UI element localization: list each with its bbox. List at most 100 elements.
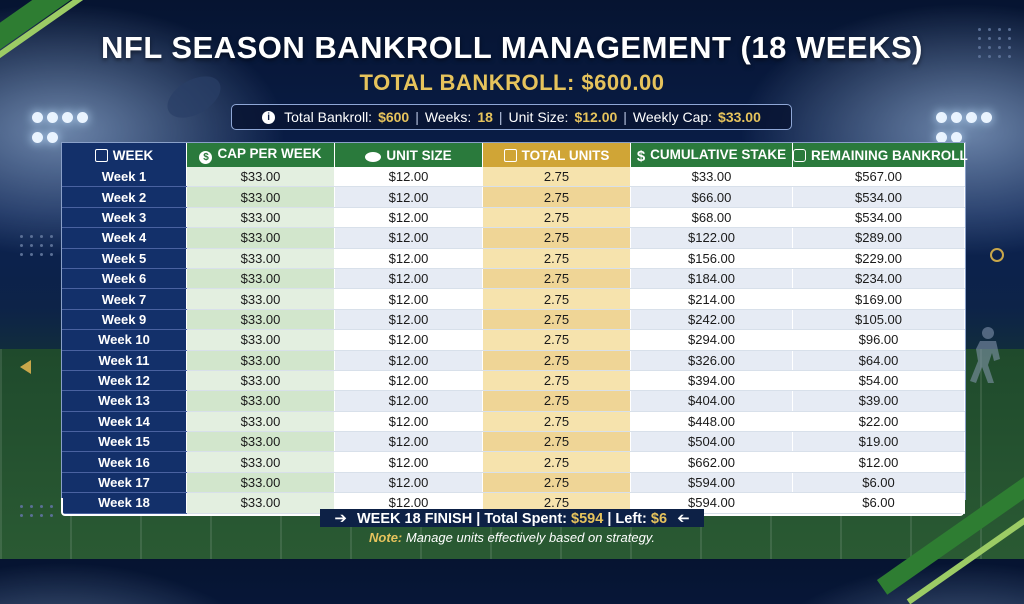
- finish-summary: ➔ WEEK 18 FINISH | Total Spent: $594 | L…: [0, 509, 1024, 527]
- finish-summary-box: ➔ WEEK 18 FINISH | Total Spent: $594 | L…: [320, 509, 703, 527]
- week-cell: Week 6: [62, 268, 187, 288]
- cumulative-stake-cell: $662.00: [631, 452, 793, 472]
- unit-size-cell: $12.00: [335, 289, 483, 309]
- cap-cell: $33.00: [187, 391, 335, 411]
- week-cell: Week 5: [62, 248, 187, 268]
- summary-label: Weekly Cap:: [633, 109, 712, 125]
- cap-cell: $33.00: [187, 411, 335, 431]
- summary-value: 18: [477, 109, 493, 125]
- column-header-label: REMAINING BANKROLL: [811, 148, 968, 163]
- table-row: Week 15 $33.00 $12.00 2.75 $504.00 $19.00: [62, 432, 965, 452]
- week-cell: Week 15: [62, 432, 187, 452]
- unit-size-cell: $12.00: [335, 411, 483, 431]
- cumulative-stake-cell: $404.00: [631, 391, 793, 411]
- cap-cell: $33.00: [187, 268, 335, 288]
- page-title: NFL SEASON BANKROLL MANAGEMENT (18 WEEKS…: [0, 30, 1024, 66]
- column-header-label: TOTAL UNITS: [522, 148, 610, 163]
- finish-prefix: WEEK 18 FINISH | Total Spent:: [357, 511, 567, 527]
- unit-size-cell: $12.00: [335, 248, 483, 268]
- dollar-icon: $: [637, 150, 645, 163]
- column-header-label: CAP PER WEEK: [217, 146, 321, 161]
- remaining-bankroll-cell: $19.00: [793, 432, 965, 452]
- cap-cell: $33.00: [187, 472, 335, 492]
- cumulative-stake-cell: $394.00: [631, 370, 793, 390]
- table-row: Week 4 $33.00 $12.00 2.75 $122.00 $289.00: [62, 228, 965, 248]
- summary-label: Weeks:: [425, 109, 471, 125]
- football-player-icon: [966, 325, 1006, 385]
- left-amount: $6: [651, 511, 667, 527]
- circle-icon: [990, 248, 1004, 262]
- total-units-cell: 2.75: [483, 228, 631, 248]
- remaining-bankroll-cell: $64.00: [793, 350, 965, 370]
- unit-size-cell: $12.00: [335, 228, 483, 248]
- calendar-icon: [95, 149, 108, 162]
- remaining-bankroll-cell: $534.00: [793, 207, 965, 227]
- unit-size-cell: $12.00: [335, 432, 483, 452]
- week-cell: Week 7: [62, 289, 187, 309]
- table-row: Week 1 $33.00 $12.00 2.75 $33.00 $567.00: [62, 167, 965, 187]
- table-row: Week 5 $33.00 $12.00 2.75 $156.00 $229.00: [62, 248, 965, 268]
- remaining-bankroll-cell: $169.00: [793, 289, 965, 309]
- cap-cell: $33.00: [187, 432, 335, 452]
- total-units-cell: 2.75: [483, 289, 631, 309]
- wallet-icon: [793, 149, 806, 162]
- note-label: Note:: [369, 530, 402, 545]
- total-units-cell: 2.75: [483, 167, 631, 187]
- cumulative-stake-cell: $448.00: [631, 411, 793, 431]
- column-header-remaining: REMAINING BANKROLL: [793, 143, 965, 167]
- unit-size-cell: $12.00: [335, 268, 483, 288]
- arrow-left-icon: ➔: [677, 509, 690, 527]
- cumulative-stake-cell: $326.00: [631, 350, 793, 370]
- week-cell: Week 13: [62, 391, 187, 411]
- cap-cell: $33.00: [187, 228, 335, 248]
- table-row: Week 7 $33.00 $12.00 2.75 $214.00 $169.00: [62, 289, 965, 309]
- unit-size-cell: $12.00: [335, 167, 483, 187]
- cumulative-stake-cell: $122.00: [631, 228, 793, 248]
- triangle-icon: [20, 360, 31, 374]
- column-header-cap: $ CAP PER WEEK: [187, 143, 335, 167]
- column-header-week: WEEK: [62, 143, 187, 167]
- summary-value: $12.00: [574, 109, 617, 125]
- table-row: Week 11 $33.00 $12.00 2.75 $326.00 $64.00: [62, 350, 965, 370]
- unit-size-cell: $12.00: [335, 472, 483, 492]
- total-units-cell: 2.75: [483, 411, 631, 431]
- remaining-bankroll-cell: $234.00: [793, 268, 965, 288]
- unit-size-cell: $12.00: [335, 391, 483, 411]
- table-row: Week 3 $33.00 $12.00 2.75 $68.00 $534.00: [62, 207, 965, 227]
- cap-cell: $33.00: [187, 207, 335, 227]
- unit-size-cell: $12.00: [335, 350, 483, 370]
- cap-cell: $33.00: [187, 167, 335, 187]
- total-units-cell: 2.75: [483, 432, 631, 452]
- separator: |: [623, 109, 627, 125]
- remaining-bankroll-cell: $12.00: [793, 452, 965, 472]
- remaining-bankroll-cell: $105.00: [793, 309, 965, 329]
- week-cell: Week 1: [62, 167, 187, 187]
- week-cell: Week 12: [62, 370, 187, 390]
- unit-size-cell: $12.00: [335, 370, 483, 390]
- cap-cell: $33.00: [187, 289, 335, 309]
- cumulative-stake-cell: $504.00: [631, 432, 793, 452]
- total-units-cell: 2.75: [483, 268, 631, 288]
- week-cell: Week 11: [62, 350, 187, 370]
- unit-size-cell: $12.00: [335, 207, 483, 227]
- cap-cell: $33.00: [187, 370, 335, 390]
- cumulative-stake-cell: $184.00: [631, 268, 793, 288]
- week-cell: Week 10: [62, 330, 187, 350]
- cumulative-stake-cell: $156.00: [631, 248, 793, 268]
- week-cell: Week 17: [62, 472, 187, 492]
- total-units-cell: 2.75: [483, 472, 631, 492]
- cap-cell: $33.00: [187, 248, 335, 268]
- total-units-cell: 2.75: [483, 207, 631, 227]
- total-units-cell: 2.75: [483, 350, 631, 370]
- unit-size-cell: $12.00: [335, 452, 483, 472]
- remaining-bankroll-cell: $229.00: [793, 248, 965, 268]
- summary-label: Unit Size:: [509, 109, 569, 125]
- football-icon: [365, 152, 381, 162]
- column-header-label: CUMULATIVE STAKE: [650, 147, 786, 162]
- cap-cell: $33.00: [187, 350, 335, 370]
- cumulative-stake-cell: $242.00: [631, 309, 793, 329]
- week-cell: Week 2: [62, 187, 187, 207]
- total-units-cell: 2.75: [483, 452, 631, 472]
- total-units-cell: 2.75: [483, 248, 631, 268]
- total-units-cell: 2.75: [483, 330, 631, 350]
